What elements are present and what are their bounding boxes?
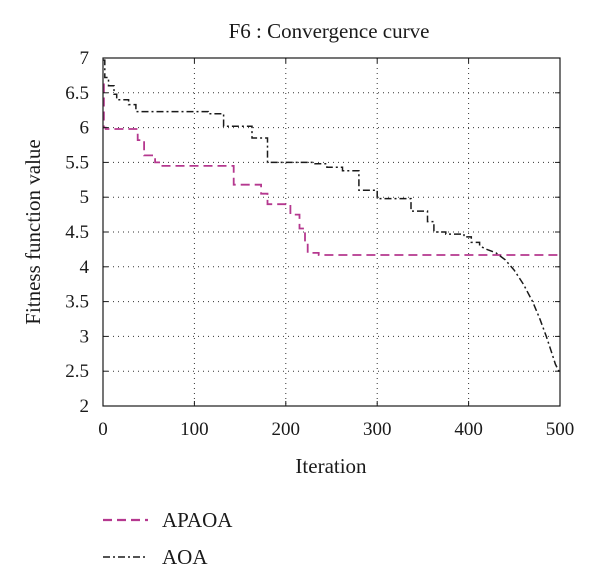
legend: APAOA AOA: [103, 508, 233, 569]
y-axis-title: Fitness function value: [21, 139, 45, 324]
axis-ticks: [102, 57, 561, 407]
x-tick-label: 500: [546, 419, 575, 440]
legend-label-aoa: AOA: [162, 545, 208, 569]
y-tick-label: 4: [80, 257, 90, 278]
chart-title: F6 : Convergence curve: [229, 19, 430, 43]
series-layer: [103, 59, 561, 374]
y-tick-label: 6.5: [65, 83, 89, 104]
x-tick-label: 100: [180, 419, 209, 440]
y-tick-label: 6: [80, 118, 90, 139]
legend-label-apaoa: APAOA: [162, 508, 233, 532]
y-tick-label: 7: [80, 48, 90, 69]
x-tick-labels: 0 100 200 300 400 500: [98, 419, 574, 440]
x-tick-label: 200: [272, 419, 301, 440]
x-tick-label: 0: [98, 419, 108, 440]
y-tick-label: 3.5: [65, 292, 89, 313]
y-tick-label: 4.5: [65, 222, 89, 243]
series-line-apaoa: [103, 83, 560, 256]
y-tick-label: 3: [80, 326, 90, 347]
x-tick-label: 400: [454, 419, 483, 440]
y-tick-labels: 2 2.5 3 3.5 4 4.5 5 5.5 6 6.5 7: [65, 48, 89, 417]
y-tick-label: 5.5: [65, 152, 89, 173]
y-tick-label: 5: [80, 187, 90, 208]
x-axis-title: Iteration: [295, 454, 367, 478]
grid-lines: [103, 58, 560, 406]
y-tick-label: 2.5: [65, 361, 89, 382]
plot-area-frame: [102, 57, 561, 407]
x-tick-label: 300: [363, 419, 392, 440]
series-line-aoa: [103, 59, 561, 374]
y-tick-label: 2: [80, 396, 90, 417]
